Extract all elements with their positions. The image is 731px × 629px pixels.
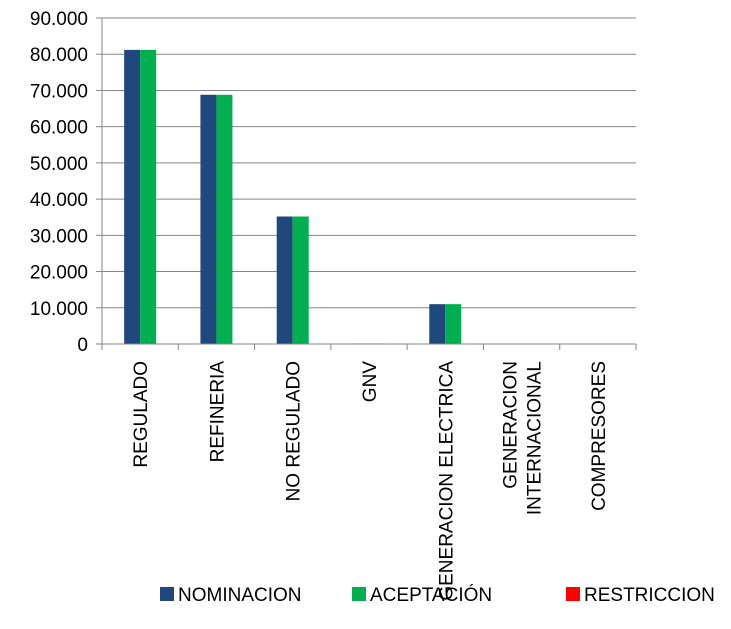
y-tick-label: 0 [77,335,88,356]
legend-label: NOMINACION [178,585,302,606]
legend-swatch [160,587,174,601]
bar [124,49,141,345]
bars [124,49,462,345]
bar [276,216,293,344]
gridlines [102,17,636,309]
x-tick-label: GENERACION INTERNACIONAL [501,361,546,515]
y-axis-ticks: 0 10.000 20.000 30.000 40.000 50.000 60.000 70.… [30,9,102,356]
legend-swatch [352,587,366,601]
legend-item: NOMINACION [160,585,302,606]
y-tick-label: 60.000 [30,118,88,139]
x-tick-label: REFINERIA [207,361,228,463]
legend-label: ACEPTACIÓN [370,584,492,606]
x-tick-label: NO REGULADO [284,361,305,501]
y-tick-label: 50.000 [30,154,88,175]
bar [216,94,233,345]
y-tick-label: 90.000 [30,9,88,30]
legend-item: ACEPTACIÓN [352,584,492,606]
y-tick-label: 70.000 [30,81,88,102]
bar [140,49,157,345]
x-tick-label: REGULADO [131,361,152,468]
bar [200,94,217,345]
category-labels: REGULADO REFINERIA NO REGULADO GNV GENERACIO… [131,361,610,601]
bar [429,304,446,344]
axes [101,18,637,350]
x-tick-label: GNV [360,361,381,403]
x-tick-label: COMPRESORES [589,361,610,511]
bar [445,304,462,344]
bar [292,216,309,344]
y-tick-label: 10.000 [30,299,88,320]
legend-swatch [566,587,580,601]
y-tick-label: 80.000 [30,45,88,66]
y-tick-label: 30.000 [30,226,88,247]
legend-item: RESTRICCION [566,585,715,606]
y-tick-label: 20.000 [30,263,88,284]
x-tick-label: GENERACION ELECTRICA [436,361,457,601]
legend: NOMINACION ACEPTACIÓN RESTRICCION [160,584,715,606]
legend-label: RESTRICCION [584,585,715,606]
y-tick-label: 40.000 [30,190,88,211]
